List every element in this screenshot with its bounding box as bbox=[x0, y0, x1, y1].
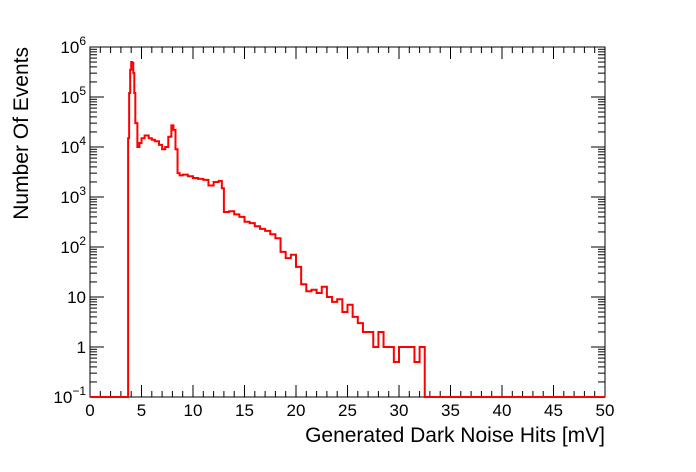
y-axis-ticks: 10−1 1 10 102 103 104 105 106 bbox=[53, 34, 605, 407]
y-tick-label: 106 bbox=[60, 34, 86, 57]
x-tick-label: 25 bbox=[338, 401, 357, 420]
y-tick-label: 10 bbox=[67, 288, 86, 307]
x-tick-label: 20 bbox=[287, 401, 306, 420]
y-tick-label: 104 bbox=[60, 134, 86, 157]
histogram-line bbox=[90, 61, 605, 398]
x-tick-label: 45 bbox=[544, 401, 563, 420]
y-tick-label: 102 bbox=[60, 234, 86, 257]
y-tick-label: 103 bbox=[60, 184, 86, 207]
plot-frame bbox=[89, 46, 606, 398]
y-tick-label: 10−1 bbox=[53, 384, 86, 407]
x-tick-label: 5 bbox=[137, 401, 146, 420]
x-tick-label: 30 bbox=[390, 401, 409, 420]
x-tick-label: 0 bbox=[85, 401, 94, 420]
x-tick-label: 10 bbox=[184, 401, 203, 420]
y-tick-label: 1 bbox=[77, 338, 86, 357]
x-tick-label: 40 bbox=[493, 401, 512, 420]
x-tick-label: 15 bbox=[235, 401, 254, 420]
x-tick-label: 50 bbox=[596, 401, 615, 420]
plot-frame-rect bbox=[89, 46, 606, 398]
y-axis-title: Number Of Events bbox=[10, 47, 33, 220]
histogram-series bbox=[90, 61, 605, 398]
y-tick-label: 105 bbox=[60, 84, 86, 107]
x-axis-ticks: 0 5 10 15 20 25 30 35 40 45 50 bbox=[85, 47, 614, 420]
x-axis-title: Generated Dark Noise Hits [mV] bbox=[305, 424, 605, 447]
x-tick-label: 35 bbox=[441, 401, 460, 420]
